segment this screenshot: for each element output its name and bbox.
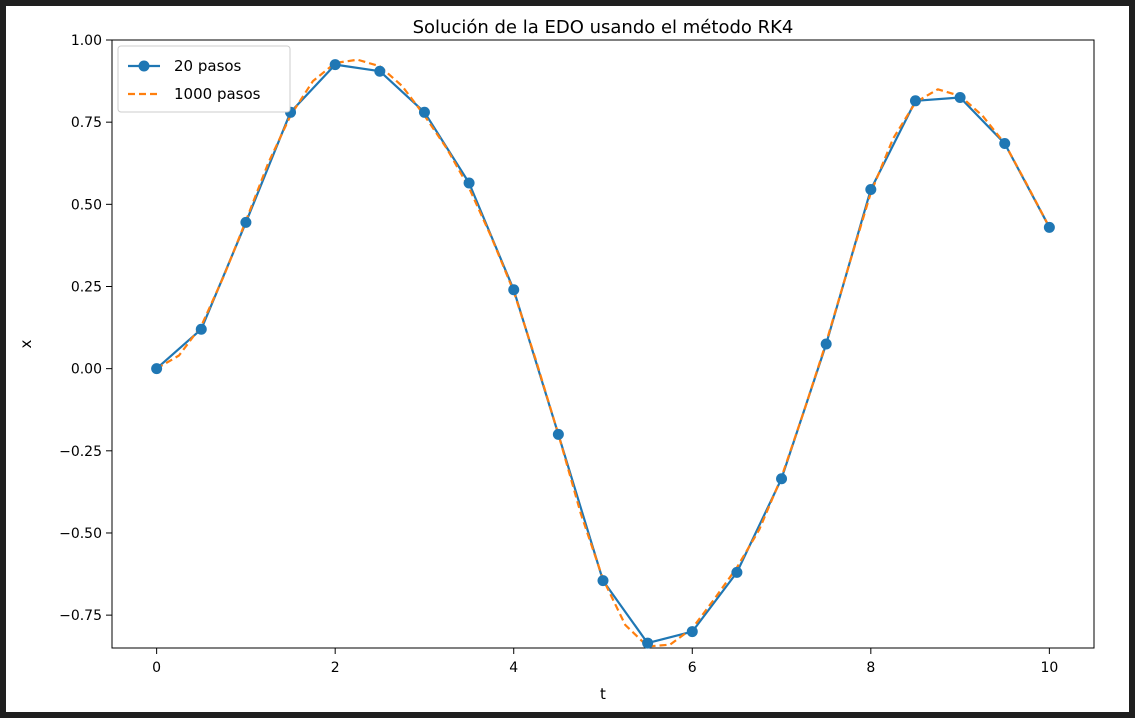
data-point-20-pasos xyxy=(999,138,1011,150)
data-point-20-pasos xyxy=(909,95,921,107)
y-tick-label: 1.00 xyxy=(71,33,102,49)
data-point-20-pasos xyxy=(820,338,832,350)
y-tick-label: −0.75 xyxy=(59,608,102,624)
x-tick-label: 2 xyxy=(331,660,340,676)
legend-label-20-pasos: 20 pasos xyxy=(174,57,242,75)
series-line-20-pasos xyxy=(155,63,1051,645)
y-tick-label: −0.50 xyxy=(59,526,102,542)
data-point-20-pasos xyxy=(776,473,788,485)
x-tick-label: 6 xyxy=(688,660,697,676)
data-point-20-pasos xyxy=(374,65,386,77)
figure: 0 2 4 6 8 10 1.00 0.75 0.50 0.25 0.00 −0.25 −0.50 −0.… xyxy=(6,6,1129,712)
y-tick-label: 0.25 xyxy=(71,279,102,295)
y-tick-label: 0.00 xyxy=(71,362,102,378)
plot-frame xyxy=(111,39,1095,649)
chart-title: Solución de la EDO usando el método RK4 xyxy=(413,17,794,38)
x-tick-label: 0 xyxy=(152,660,161,676)
data-point-20-pasos xyxy=(954,92,966,104)
data-point-20-pasos xyxy=(463,177,475,189)
data-point-20-pasos xyxy=(865,184,877,196)
rk4-line-chart: 0 2 4 6 8 10 1.00 0.75 0.50 0.25 0.00 −0.25 −0.50 −0.… xyxy=(17,17,1095,703)
data-point-20-pasos xyxy=(508,284,520,296)
data-point-20-pasos xyxy=(552,428,564,440)
data-point-20-pasos xyxy=(240,216,252,228)
series-line-1000-pasos xyxy=(156,58,1051,648)
legend-box xyxy=(117,45,291,113)
data-point-20-pasos xyxy=(731,566,743,578)
data-point-20-pasos xyxy=(686,626,698,638)
data-point-20-pasos xyxy=(329,59,341,71)
data-point-20-pasos xyxy=(597,575,609,587)
y-axis-label: x xyxy=(17,339,35,348)
y-tick-label: 0.50 xyxy=(71,197,102,213)
x-tick-label: 10 xyxy=(1040,660,1058,676)
y-tick-label: −0.25 xyxy=(59,444,102,460)
data-point-20-pasos xyxy=(642,637,654,649)
legend-marker-20-pasos xyxy=(138,60,150,72)
legend-label-1000-pasos: 1000 pasos xyxy=(174,85,261,103)
data-point-20-pasos xyxy=(1043,221,1055,233)
x-tick-label: 4 xyxy=(509,660,518,676)
y-tick-label: 0.75 xyxy=(71,115,102,131)
x-tick-label: 8 xyxy=(866,660,875,676)
x-axis-label: t xyxy=(600,685,606,703)
data-point-20-pasos xyxy=(151,363,163,375)
data-point-20-pasos xyxy=(418,106,430,118)
data-point-20-pasos xyxy=(195,323,207,335)
